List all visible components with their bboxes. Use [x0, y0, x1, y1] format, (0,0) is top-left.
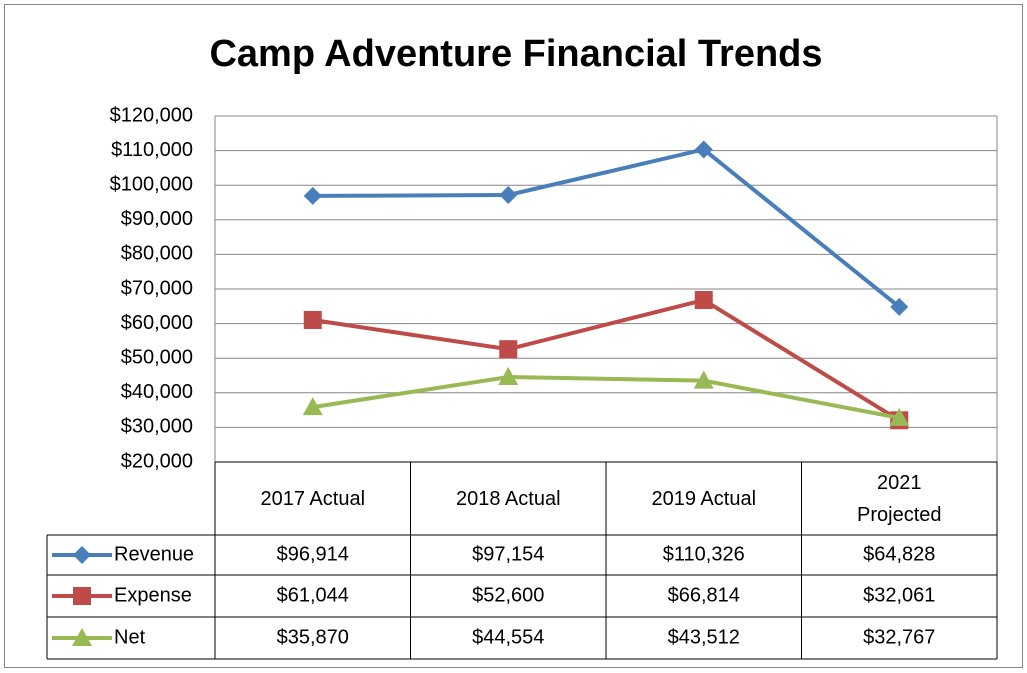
legend-label: Revenue [114, 543, 194, 565]
legend-label: Expense [114, 584, 192, 606]
x-tick-label: 2018 Actual [455, 487, 561, 510]
table-value: $44,554 [472, 626, 544, 648]
table-value: $35,870 [277, 626, 349, 648]
marker [499, 340, 518, 359]
x-tick-label: 2019 Actual [651, 487, 757, 510]
marker [693, 370, 714, 389]
y-tick-label: $50,000 [121, 346, 193, 368]
y-tick-label: $20,000 [121, 450, 193, 472]
marker [499, 186, 518, 205]
series-line [312, 375, 900, 420]
x-tick-label-box: 2017 Actual [260, 487, 366, 510]
y-tick-label: $110,000 [111, 139, 193, 161]
table-value: $32,061 [863, 584, 935, 606]
table-value: $110,326 [663, 543, 745, 565]
y-tick-label: $100,000 [110, 173, 193, 195]
marker [303, 310, 322, 329]
marker [302, 397, 323, 416]
x-tick-label-box: 2019 Actual [651, 487, 757, 510]
x-tick-label: 2021 Projected [857, 471, 942, 526]
y-tick-label: $60,000 [121, 312, 193, 334]
y-tick-label: $80,000 [121, 243, 193, 265]
marker [694, 140, 713, 159]
series-line [312, 298, 901, 422]
marker [889, 407, 910, 426]
y-tick-label: $70,000 [121, 277, 193, 299]
x-tick-label: 2017 Actual [260, 487, 366, 510]
x-tick-label-box: 2018 Actual [455, 487, 561, 510]
x-tick-label-box: 2021 Projected [857, 471, 942, 526]
legend-key-marker [72, 628, 92, 646]
table-value: $64,828 [863, 543, 935, 565]
marker [694, 291, 713, 310]
table-value: $43,512 [668, 626, 740, 648]
legend-label: Net [114, 626, 146, 648]
table-value: $52,600 [472, 584, 544, 606]
table-value: $66,814 [668, 584, 740, 606]
series-line [312, 147, 901, 309]
table-value: $97,154 [472, 543, 544, 565]
y-tick-label: $90,000 [121, 208, 193, 230]
y-tick-label: $40,000 [121, 381, 193, 403]
table-value: $96,914 [277, 543, 349, 565]
marker [303, 186, 322, 205]
marker [498, 367, 519, 386]
chart-title: Camp Adventure Financial Trends [209, 33, 822, 75]
chart-border [4, 4, 1023, 668]
table-value: $32,767 [863, 626, 935, 648]
table-value: $61,044 [277, 584, 349, 606]
y-tick-label: $30,000 [121, 416, 193, 438]
y-tick-label: $120,000 [110, 104, 193, 126]
legend-key-marker [73, 587, 91, 605]
marker [890, 297, 909, 316]
legend-key-marker [73, 546, 91, 564]
